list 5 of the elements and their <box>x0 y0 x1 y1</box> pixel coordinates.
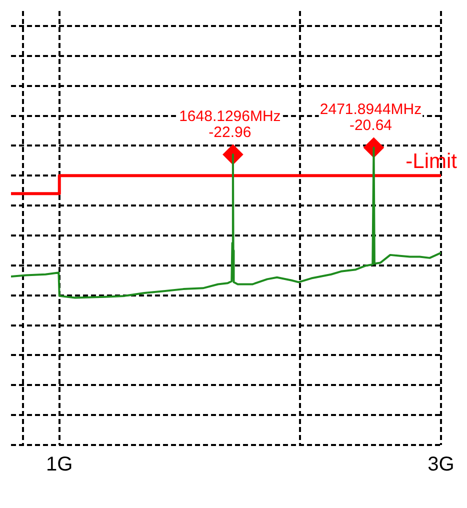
data-label: 2471.8944MHz -20.64 <box>320 101 422 134</box>
x-tick-label: 1G <box>46 454 73 476</box>
data-label: 1648.1296MHz -22.96 <box>179 108 281 142</box>
x-tick-label: 3G <box>428 454 454 476</box>
series-label: -Limit <box>406 150 458 173</box>
